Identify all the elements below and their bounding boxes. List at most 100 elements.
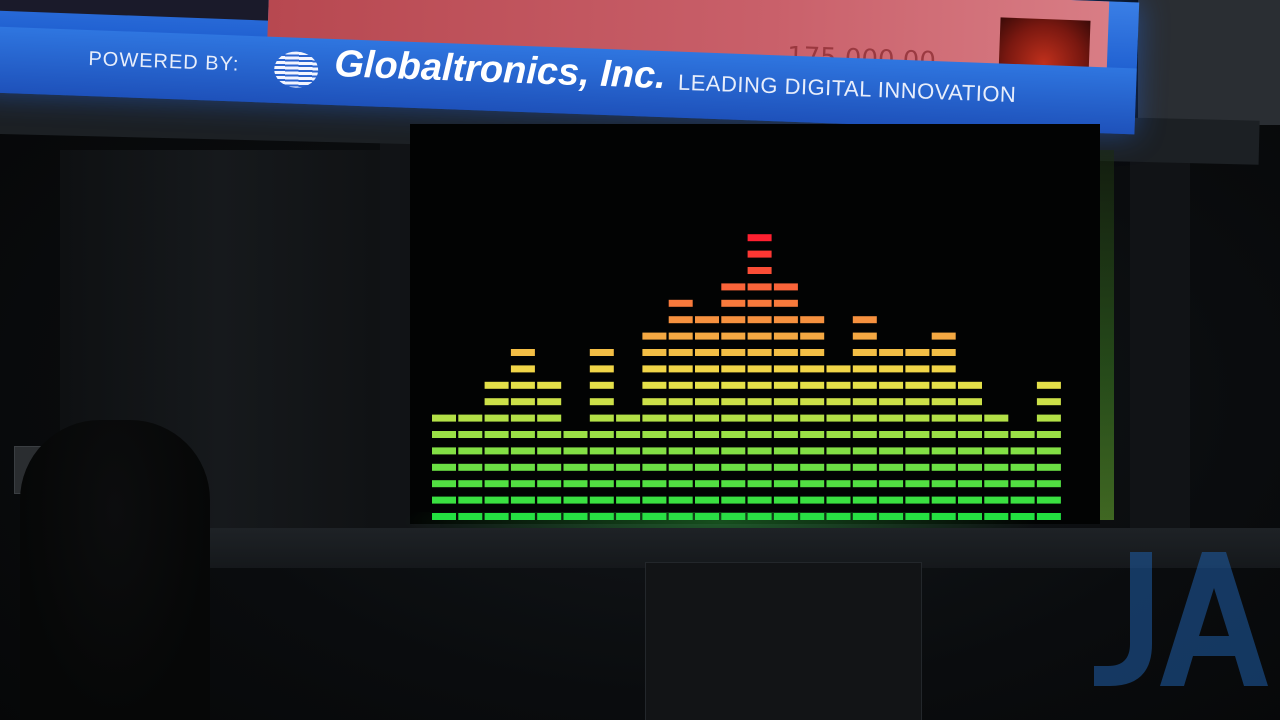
eq-segment [800,447,825,455]
eq-segment [695,431,719,438]
eq-segment [721,431,746,438]
eq-segment [747,365,772,373]
eq-segment [589,414,614,422]
eq-segment [616,414,641,422]
eq-segment [668,349,693,356]
eq-segment [563,480,588,488]
eq-segment [747,299,772,307]
eq-segment [537,398,562,406]
eq-segment [984,447,1009,455]
eq-segment [1036,414,1061,422]
eq-segment [852,349,877,356]
eq-segment [484,513,509,520]
equalizer-display [410,124,1100,524]
eq-segment [589,398,614,406]
eq-segment [905,365,930,373]
eq-segment [747,463,772,471]
eq-segment [747,332,772,340]
eq-segment [589,431,614,438]
eq-segment [563,431,588,438]
eq-segment [589,365,614,373]
eq-segment [563,447,588,455]
eq-segment [695,463,719,471]
eq-segment [668,299,693,307]
eq-segment [773,381,798,389]
eq-segment [905,513,930,520]
eq-segment [1036,398,1061,406]
eq-segment [800,513,825,520]
eq-segment [852,365,877,373]
eq-segment [510,349,535,356]
eq-segment [747,234,772,242]
eq-segment [484,463,509,471]
eq-segment [984,480,1009,488]
eq-segment [510,398,535,406]
eq-segment [931,398,956,406]
eq-segment [984,414,1009,422]
eq-segment [800,316,825,324]
eq-segment [510,365,535,373]
eq-segment [616,496,641,504]
eq-segment [563,496,588,504]
eq-segment [695,381,719,389]
eq-segment [642,349,667,356]
eq-segment [616,447,641,455]
eq-segment [668,381,693,389]
eq-segment [668,496,693,504]
eq-segment [721,463,746,471]
eq-segment [879,513,904,520]
eq-segment [931,332,956,340]
eq-segment [563,513,588,520]
eq-segment [879,349,904,356]
eq-segment [721,332,746,340]
eq-segment [826,431,851,438]
eq-segment [958,431,982,438]
eq-segment [432,431,456,438]
eq-segment [668,431,693,438]
eq-segment [432,414,456,422]
eq-segment [905,381,930,389]
eq-segment [905,480,930,488]
eq-segment [616,513,641,520]
eq-segment [589,496,614,504]
eq-segment [852,447,877,455]
ja-watermark-logo [1094,552,1268,686]
eq-segment [852,332,877,340]
eq-segment [695,349,719,356]
eq-segment [747,496,772,504]
eq-segment [931,365,956,373]
eq-segment [458,463,483,471]
eq-segment [800,496,825,504]
eq-segment [484,431,509,438]
eq-segment [958,463,982,471]
eq-segment [1010,480,1035,488]
eq-segment [747,480,772,488]
eq-segment [931,480,956,488]
eq-segment [958,496,982,504]
eq-segment [695,332,719,340]
eq-segment [721,283,746,291]
eq-segment [695,447,719,455]
eq-segment [773,414,798,422]
eq-segment [642,496,667,504]
eq-segment [589,447,614,455]
eq-segment [484,398,509,406]
eq-segment [800,414,825,422]
eq-segment [905,447,930,455]
eq-segment [958,480,982,488]
eq-segment [826,365,851,373]
eq-segment [852,414,877,422]
eq-segment [958,414,982,422]
eq-segment [642,332,667,340]
eq-segment [984,431,1009,438]
eq-segment [432,496,456,504]
eq-segment [432,513,456,520]
eq-segment [510,414,535,422]
display-ledge [200,528,1280,568]
eq-segment [747,283,772,291]
eq-segment [510,480,535,488]
eq-segment [510,463,535,471]
eq-segment [747,381,772,389]
